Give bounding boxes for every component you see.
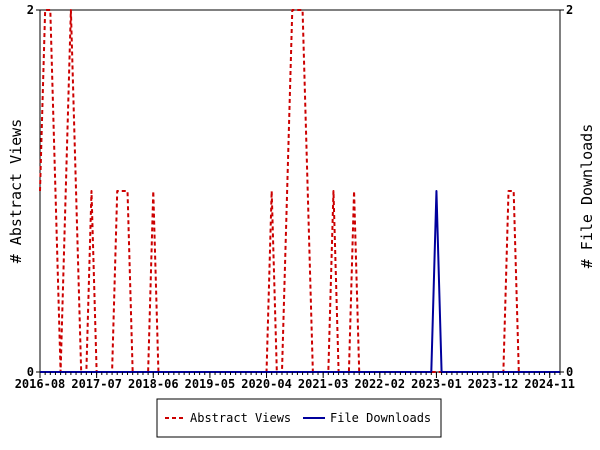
right-axis-title: # File Downloads bbox=[578, 124, 596, 269]
x-tick-label: 2022-02 bbox=[355, 377, 406, 391]
x-tick-label: 2019-05 bbox=[185, 377, 236, 391]
y-left-tick-label: 0 bbox=[27, 365, 34, 379]
left-axis-title: # Abstract Views bbox=[7, 119, 25, 264]
legend-box bbox=[156, 398, 442, 438]
axes: 2016-08 2017-07 2018-06 2019-05 2020-04 2021-… bbox=[15, 3, 575, 391]
x-tick-label: 2023-12 bbox=[468, 377, 519, 391]
x-tick-label: 2017-07 bbox=[71, 377, 122, 391]
x-tick-label: 2016-08 bbox=[15, 377, 66, 391]
legend-label-abstract-views: Abstract Views bbox=[190, 411, 291, 425]
series-line-file-downloads bbox=[40, 190, 560, 373]
y-left-tick-label: 2 bbox=[27, 3, 34, 17]
series-line-abstract-views bbox=[39, 9, 560, 373]
legend-label-file-downloads: File Downloads bbox=[330, 411, 431, 425]
y-right-tick-label: 2 bbox=[566, 3, 573, 17]
x-tick-label: 2021-03 bbox=[298, 377, 349, 391]
x-tick-label: 2020-04 bbox=[241, 377, 292, 391]
y-right-tick-label: 0 bbox=[566, 365, 573, 379]
legend: Abstract Views File Downloads bbox=[156, 398, 442, 438]
x-tick-label: 2024-11 bbox=[524, 377, 575, 391]
x-tick-label: 2018-06 bbox=[128, 377, 179, 391]
series-layer bbox=[39, 9, 560, 373]
x-tick-label: 2023-01 bbox=[411, 377, 462, 391]
